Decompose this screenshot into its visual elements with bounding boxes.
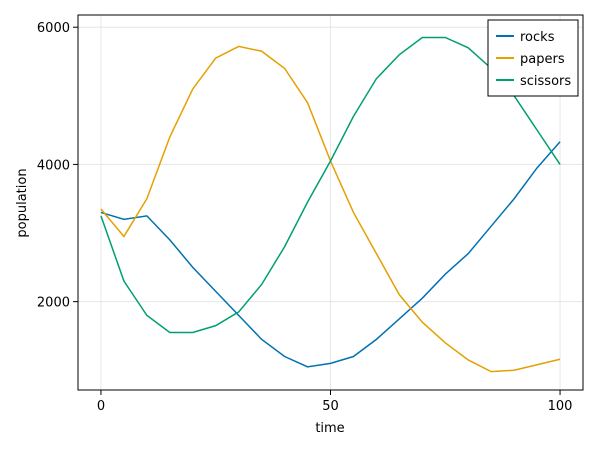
x-tick-label: 0 [97, 399, 105, 414]
legend: rocks papers scissors [487, 19, 579, 97]
line-series [100, 141, 561, 368]
y-tick-label: 2000 [37, 296, 70, 311]
y-tick-label: 4000 [37, 158, 70, 173]
legend-label: papers [520, 52, 565, 67]
legend-label: rocks [520, 30, 555, 45]
y-tick-label: 6000 [37, 21, 70, 36]
x-axis-label: time [315, 421, 344, 436]
line-series [100, 36, 561, 334]
x-tick-label: 100 [548, 399, 573, 414]
plot-frame [77, 14, 584, 391]
x-tick-label: 50 [322, 399, 339, 414]
legend-label: scissors [520, 74, 571, 89]
y-axis-label: population [15, 168, 30, 237]
